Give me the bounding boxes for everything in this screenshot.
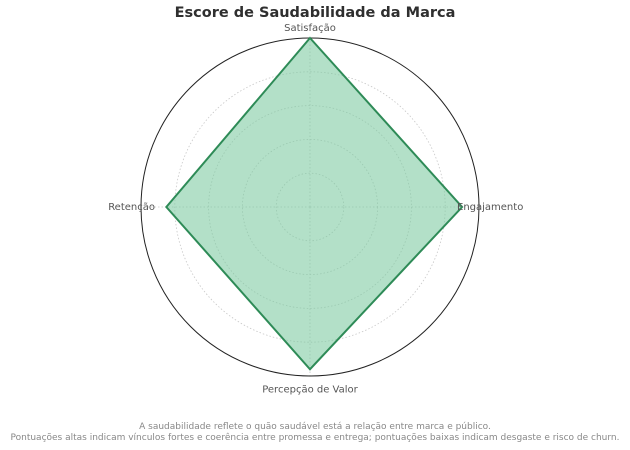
radar-data — [165, 36, 464, 371]
series-line — [165, 36, 464, 371]
axis-label-2: Engajamento — [457, 202, 523, 213]
footnote-line-1: A saudabilidade reflete o quão saudável … — [139, 422, 491, 432]
footnote-line-2: Pontuações altas indicam vínculos fortes… — [10, 433, 620, 443]
axis-label-4: Retenção — [108, 202, 155, 213]
axis-label-3: Percepção de Valor — [262, 384, 358, 395]
chart-title: Escore de Saudabilidade da Marca — [174, 5, 456, 21]
radar-axis-labels: Satisfação Engajamento Percepção de Valor R… — [108, 23, 523, 395]
axis-label-1: Satisfação — [284, 23, 336, 34]
series-area — [166, 38, 463, 370]
